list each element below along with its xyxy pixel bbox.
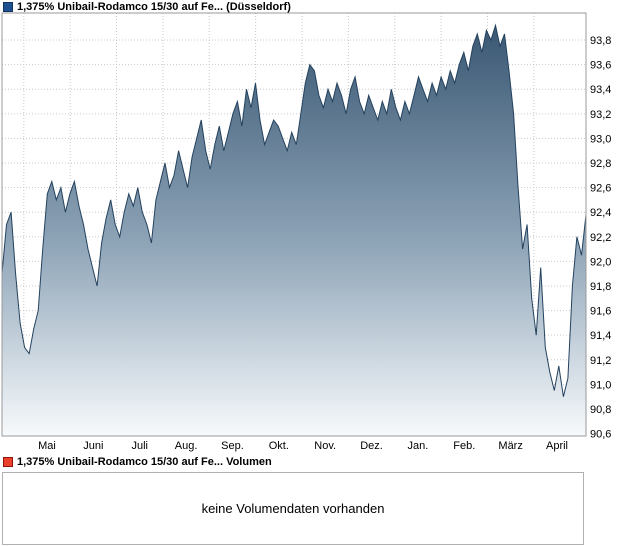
price-area: [2, 25, 586, 437]
y-axis-label: 91,2: [590, 355, 611, 367]
price-legend-marker: [3, 2, 13, 12]
y-axis-label: 93,4: [590, 84, 611, 96]
y-axis-label: 91,8: [590, 281, 611, 293]
y-axis-label: 93,2: [590, 109, 611, 121]
y-axis-label: 90,8: [590, 404, 611, 416]
y-axis-label: 93,6: [590, 60, 611, 72]
y-axis-label: 92,4: [590, 207, 611, 219]
y-axis-label: 93,0: [590, 133, 611, 145]
volume-panel: keine Volumendaten vorhanden: [2, 472, 584, 545]
x-axis-label: Feb.: [453, 440, 475, 452]
volume-legend-label: 1,375% Unibail-Rodamco 15/30 auf Fe... V…: [17, 456, 272, 468]
x-axis-label: Juli: [131, 440, 148, 452]
plot-frame: [1, 12, 587, 437]
x-axis-label: Jan.: [408, 440, 429, 452]
x-axis-label: Nov.: [314, 440, 336, 452]
y-axis-label: 92,0: [590, 256, 611, 268]
y-axis-label: 92,2: [590, 232, 611, 244]
x-axis-label: April: [546, 440, 568, 452]
price-line: [1, 23, 587, 397]
y-axis-label: 92,8: [590, 158, 611, 170]
x-axis-label: Mai: [38, 440, 56, 452]
price-chart-legend: 1,375% Unibail-Rodamco 15/30 auf Fe... (…: [3, 1, 291, 13]
y-axis-label: 92,6: [590, 183, 611, 195]
volume-chart-legend: 1,375% Unibail-Rodamco 15/30 auf Fe... V…: [3, 456, 272, 468]
volume-empty-message: keine Volumendaten vorhanden: [201, 501, 385, 516]
x-axis-label: Aug.: [175, 440, 198, 452]
x-axis-label: Dez.: [360, 440, 383, 452]
x-axis-label: Okt.: [269, 440, 289, 452]
x-axis-label: März: [498, 440, 522, 452]
y-axis-label: 93,8: [590, 35, 611, 47]
volume-legend-marker: [3, 457, 13, 467]
y-axis-label: 90,6: [590, 429, 611, 441]
y-axis-label: 91,0: [590, 379, 611, 391]
x-axis-label: Sep.: [221, 440, 244, 452]
y-axis-label: 91,4: [590, 330, 611, 342]
y-axis-label: 91,6: [590, 306, 611, 318]
price-chart[interactable]: Mai Juni Juli Aug. Sep. Okt. Nov. Dez. Jan. Feb. M…: [0, 0, 620, 455]
price-legend-label: 1,375% Unibail-Rodamco 15/30 auf Fe... (…: [17, 1, 291, 13]
x-axis-label: Juni: [83, 440, 103, 452]
